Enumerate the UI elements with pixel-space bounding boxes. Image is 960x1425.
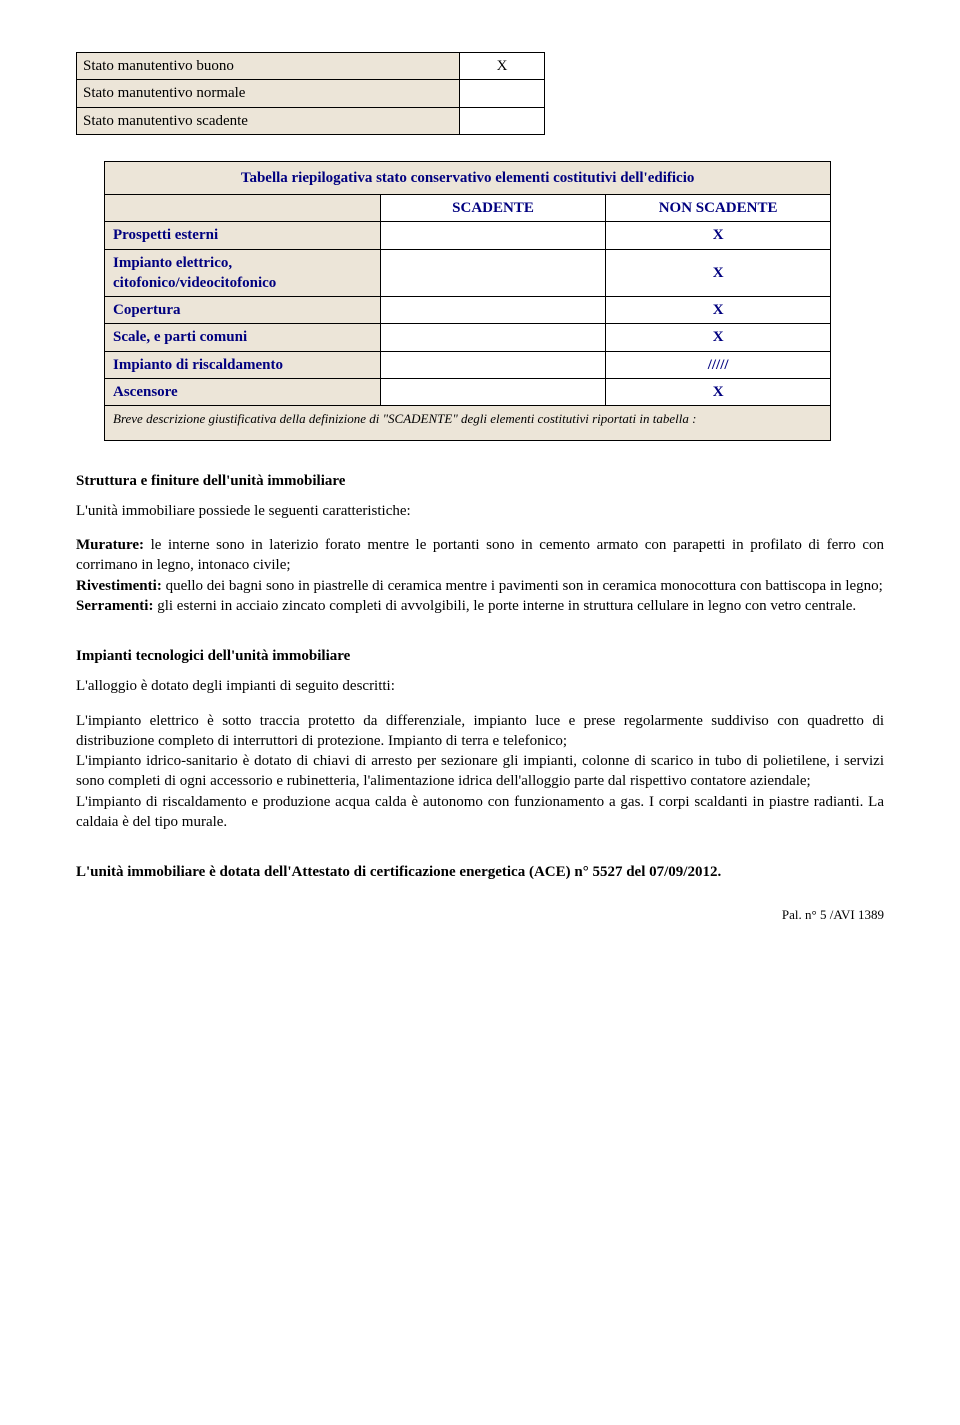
riep-row-non-scadente: X [606,378,831,405]
riep-row-non-scadente: X [606,249,831,297]
riep-row-label: Copertura [105,297,381,324]
section-struttura-intro: L'unità immobiliare possiede le seguenti… [76,501,884,521]
riep-note: Breve descrizione giustificativa della d… [105,406,831,441]
stato-row-label: Stato manutentivo scadente [77,107,460,134]
riep-row-label: Ascensore [105,378,381,405]
riep-row-scadente [380,378,605,405]
riepilogativa-table: Tabella riepilogativa stato conservativo… [104,161,831,441]
riep-row-non-scadente: X [606,222,831,249]
riep-row-scadente [380,324,605,351]
section-struttura-heading: Struttura e finiture dell'unità immobili… [76,471,884,491]
murature-label: Murature: [76,537,144,553]
rivestimenti-label: Rivestimenti: [76,578,162,594]
pal-reference: Pal. n° 5 /AVI 1389 [76,906,884,924]
riep-row-scadente [380,249,605,297]
stato-row-label: Stato manutentivo buono [77,53,460,80]
riep-col-non-scadente: NON SCADENTE [606,195,831,222]
riep-title: Tabella riepilogativa stato conservativo… [105,161,831,194]
riep-row-scadente [380,222,605,249]
riep-row-non-scadente: ///// [606,351,831,378]
stato-row-value [460,107,544,134]
riep-row-scadente [380,351,605,378]
serramenti-text: gli esterni in acciaio zincato completi … [153,598,856,614]
riep-row-non-scadente: X [606,324,831,351]
section-impianti-intro: L'alloggio è dotato degli impianti di se… [76,676,884,696]
riep-empty-header [105,195,381,222]
rivestimenti-text: quello dei bagni sono in piastrelle di c… [162,578,883,594]
stato-row-label: Stato manutentivo normale [77,80,460,107]
riep-col-scadente: SCADENTE [380,195,605,222]
ace-statement: L'unità immobiliare è dotata dell'Attest… [76,862,884,882]
stato-row-value: X [460,53,544,80]
riep-row-label: Impianto elettrico, citofonico/videocito… [105,249,381,297]
section-impianti-body: L'impianto elettrico è sotto traccia pro… [76,711,884,833]
riep-row-label: Scale, e parti comuni [105,324,381,351]
riep-row-label: Prospetti esterni [105,222,381,249]
stato-manutentivo-table: Stato manutentivo buono X Stato manutent… [76,52,545,135]
impianti-p3: L'impianto di riscaldamento e produzione… [76,794,884,830]
riep-row-label: Impianto di riscaldamento [105,351,381,378]
section-struttura-body: Murature: le interne sono in laterizio f… [76,535,884,616]
riep-row-scadente [380,297,605,324]
serramenti-label: Serramenti: [76,598,153,614]
riep-row-non-scadente: X [606,297,831,324]
stato-row-value [460,80,544,107]
impianti-p2: L'impianto idrico-sanitario è dotato di … [76,753,884,789]
impianti-p1: L'impianto elettrico è sotto traccia pro… [76,713,884,749]
murature-text: le interne sono in laterizio forato ment… [76,537,884,573]
section-impianti-heading: Impianti tecnologici dell'unità immobili… [76,646,884,666]
